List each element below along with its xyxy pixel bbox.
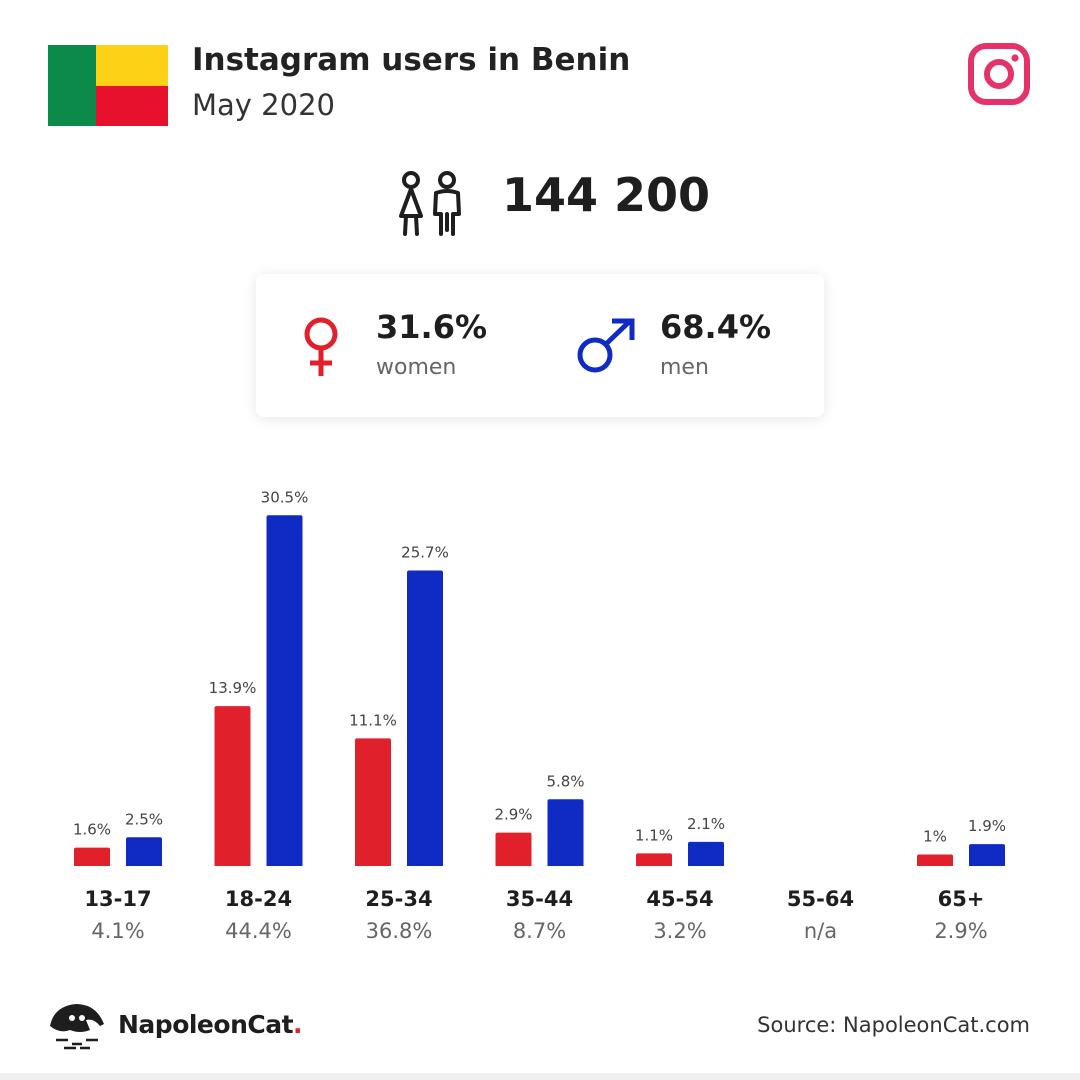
bottom-divider (0, 1073, 1080, 1080)
men-label: men (660, 355, 709, 380)
age-gender-bar-chart: 1.6% 2.5% 13-17 4.1% 13.9% 30.5% 18-24 44.4% 11.… (73, 488, 1006, 943)
data-label-women-25-34: 11.1% (349, 711, 397, 729)
data-label-women-45-54: 1.1% (635, 826, 673, 844)
age-group-total: n/a (804, 919, 837, 943)
age-group-label: 45-54 (646, 887, 713, 911)
men-percent: 68.4% (660, 308, 772, 346)
age-group-total: 8.7% (513, 919, 566, 943)
women-percent: 31.6% (376, 308, 488, 346)
bar-men-18-24 (266, 515, 303, 866)
napoleoncat-logo-icon (50, 1004, 104, 1050)
data-label-women-65+: 1% (923, 828, 947, 846)
bar-men-65+ (969, 844, 1005, 866)
women-label: women (376, 355, 457, 380)
bar-women-18-24 (214, 706, 251, 866)
age-group-total: 36.8% (366, 919, 433, 943)
bar-women-35-44 (495, 832, 532, 866)
data-label-women-35-44: 2.9% (494, 806, 532, 824)
bar-women-45-54 (636, 853, 672, 866)
female-symbol-icon (304, 317, 338, 376)
age-group-total: 2.9% (934, 919, 987, 943)
bar-men-45-54 (688, 841, 724, 866)
brand-name: NapoleonCat. (118, 1010, 303, 1039)
age-group-total: 44.4% (225, 919, 292, 943)
data-label-men-18-24: 30.5% (261, 488, 309, 506)
bar-men-25-34 (407, 570, 443, 866)
data-label-women-18-24: 13.9% (209, 679, 257, 697)
data-label-men-13-17: 2.5% (125, 810, 163, 828)
source-credit: Source: NapoleonCat.com (757, 1013, 1030, 1037)
instagram-icon (968, 43, 1030, 105)
age-group-total: 3.2% (653, 919, 706, 943)
page-title: Instagram users in Benin (192, 42, 631, 78)
data-label-men-45-54: 2.1% (687, 815, 725, 833)
data-label-men-35-44: 5.8% (546, 772, 584, 790)
flag-red-band (96, 86, 168, 126)
bar-women-25-34 (355, 738, 391, 866)
bar-men-13-17 (126, 837, 162, 866)
male-symbol-icon (577, 318, 635, 373)
flag-green-band (48, 45, 96, 126)
brand-text: NapoleonCat (118, 1010, 294, 1039)
age-group-label: 65+ (938, 887, 985, 911)
flag-yellow-band (96, 45, 168, 86)
benin-flag (48, 45, 168, 126)
gender-split-card: 31.6% women 68.4% men (256, 274, 824, 417)
brand-dot: . (293, 1010, 303, 1039)
age-group-label: 35-44 (506, 887, 573, 911)
age-group-total: 4.1% (91, 919, 144, 943)
age-group-label: 18-24 (225, 887, 292, 911)
page-subtitle: May 2020 (192, 88, 335, 122)
age-group-label: 25-34 (365, 887, 432, 911)
age-group-label: 55-64 (787, 887, 854, 911)
bar-women-13-17 (74, 847, 110, 866)
data-label-men-25-34: 25.7% (401, 543, 449, 561)
people-icon (399, 171, 461, 236)
bar-men-35-44 (547, 799, 584, 866)
data-label-men-65+: 1.9% (968, 817, 1006, 835)
data-label-women-13-17: 1.6% (73, 821, 111, 839)
total-users: 144 200 (502, 168, 711, 222)
bar-women-65+ (917, 854, 953, 866)
age-group-label: 13-17 (84, 887, 151, 911)
